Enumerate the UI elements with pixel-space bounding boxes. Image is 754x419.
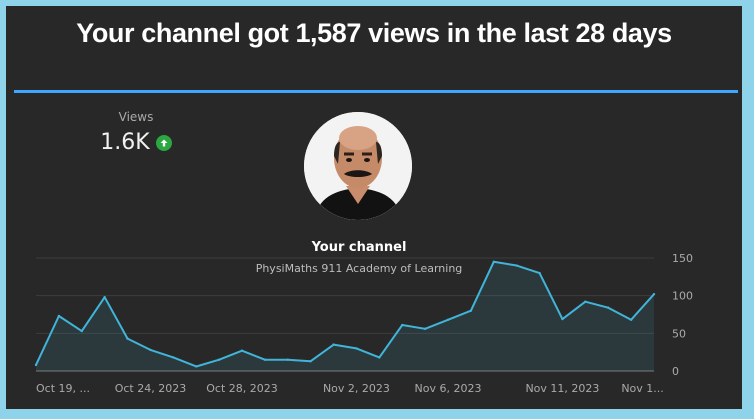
y-tick-label: 50 — [672, 327, 686, 340]
views-area-chart: 0 50 100 150 Oct 19, ... Oct 24, 2023 Oct 28, … — [34, 252, 693, 395]
x-tick-label: Nov 6, 2023 — [415, 382, 482, 395]
arrow-up-circle-icon — [155, 134, 172, 151]
views-data-point — [446, 318, 450, 321]
views-data-point — [34, 363, 38, 367]
views-data-point — [423, 327, 427, 331]
views-area-fill — [36, 261, 654, 371]
y-tick-label: 100 — [672, 290, 693, 303]
views-data-point — [584, 300, 587, 303]
views-data-point — [263, 358, 267, 361]
views-data-point — [378, 356, 381, 359]
views-data-point — [355, 347, 358, 350]
views-data-point — [469, 309, 473, 312]
views-data-point — [561, 317, 564, 321]
channel-subtitle: PhysiMaths 911 Academy of Learning — [255, 262, 463, 275]
views-metric[interactable]: Views 1.6K — [76, 110, 196, 155]
channel-avatar — [304, 112, 412, 220]
x-tick-label: Oct 19, ... — [36, 382, 90, 395]
y-tick-label: 0 — [672, 365, 679, 378]
views-data-point — [332, 343, 335, 346]
x-tick-label: Nov 2, 2023 — [323, 382, 390, 395]
views-metric-label: Views — [118, 110, 154, 124]
views-data-point — [515, 264, 518, 267]
views-data-point — [195, 365, 198, 368]
views-data-point — [652, 292, 656, 296]
views-data-point — [401, 323, 404, 327]
page-title: Your channel got 1,587 views in the last… — [76, 18, 672, 48]
views-series-line — [35, 260, 655, 368]
views-data-point — [492, 260, 495, 263]
x-tick-label: Nov 11, 2023 — [525, 382, 599, 395]
channel-views-card: Your channel got 1,587 views in the last… — [6, 6, 742, 409]
views-data-point — [80, 329, 83, 333]
views-data-point — [172, 356, 175, 359]
views-data-point — [240, 349, 244, 352]
views-data-point — [309, 360, 312, 363]
channel-title: Your channel — [311, 240, 407, 255]
views-data-point — [538, 271, 541, 275]
views-data-point — [217, 358, 221, 361]
views-data-point — [103, 295, 106, 299]
views-data-point — [126, 337, 129, 340]
x-tick-label: Oct 28, 2023 — [206, 382, 278, 395]
x-tick-label: Oct 24, 2023 — [115, 382, 187, 395]
selected-tab-indicator — [14, 90, 738, 93]
views-data-point — [607, 306, 610, 309]
views-data-point — [149, 348, 152, 352]
views-data-point — [629, 318, 633, 321]
x-tick-label: Nov 1... — [621, 382, 663, 395]
views-metric-value: 1.6K — [100, 130, 150, 155]
views-data-point — [286, 358, 289, 361]
y-tick-label: 150 — [672, 252, 693, 265]
views-data-point — [57, 314, 61, 318]
